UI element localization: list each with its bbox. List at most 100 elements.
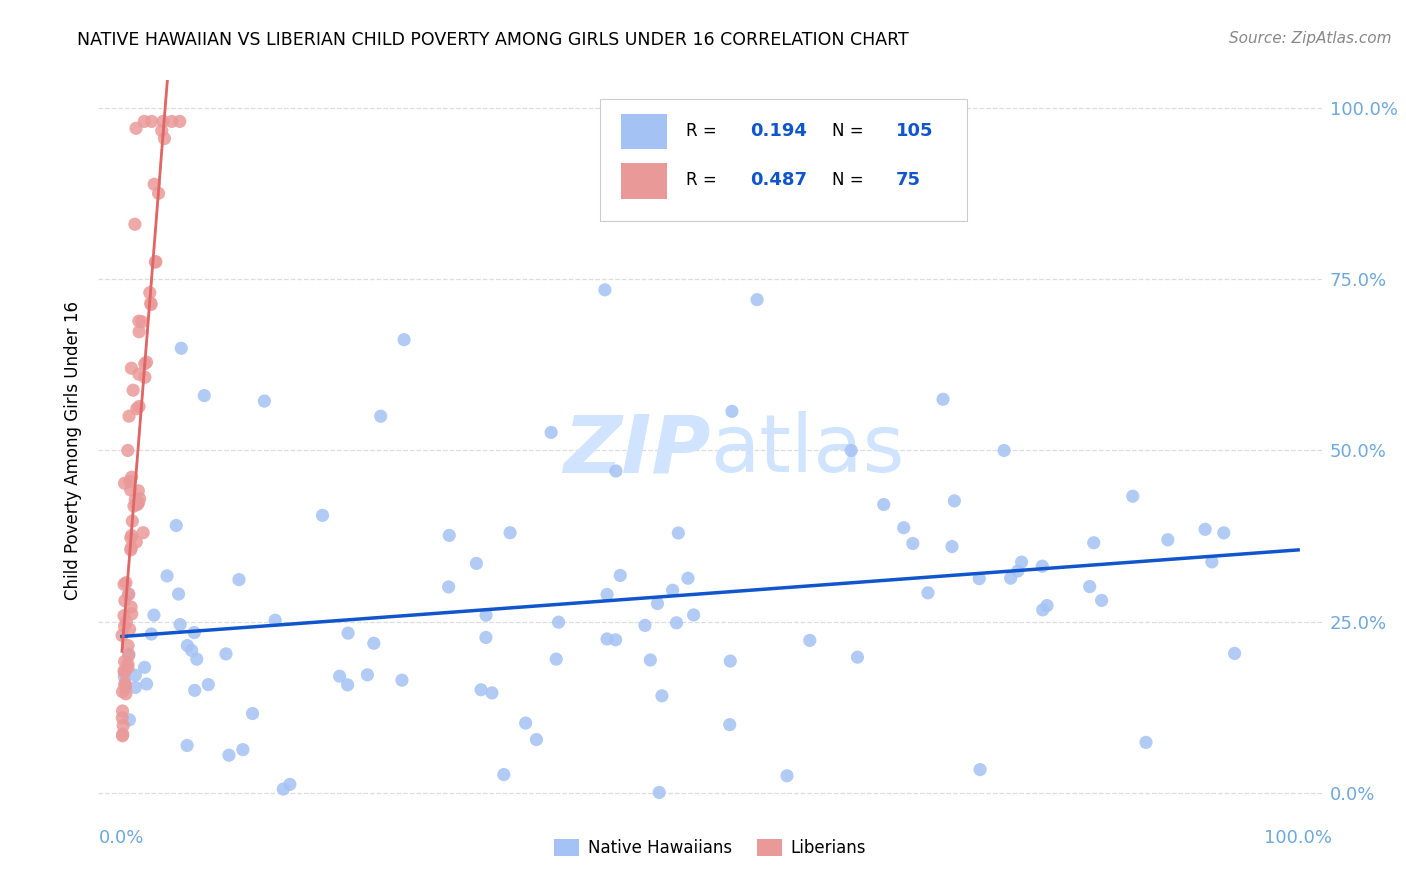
Point	[666, 526, 689, 541]
Legend: Native Hawaiians, Liberians: Native Hawaiians, Liberians	[548, 832, 872, 864]
Point	[128, 314, 150, 328]
Point	[1122, 489, 1144, 503]
Point	[634, 618, 657, 632]
Point	[139, 297, 162, 311]
Point	[676, 571, 699, 585]
Point	[114, 665, 136, 680]
Point	[118, 622, 141, 636]
Point	[515, 716, 537, 731]
Text: N =: N =	[832, 171, 869, 189]
Point	[718, 717, 741, 731]
Point	[311, 508, 333, 523]
Point	[111, 628, 134, 642]
Point	[165, 518, 187, 533]
Point	[846, 650, 869, 665]
Point	[124, 492, 146, 507]
Point	[143, 178, 166, 192]
Point	[128, 495, 150, 509]
Point	[1011, 555, 1033, 569]
Point	[170, 341, 193, 355]
Point	[117, 648, 139, 663]
Point	[176, 639, 198, 653]
Point	[392, 333, 415, 347]
Point	[169, 617, 191, 632]
Point	[228, 573, 250, 587]
Point	[336, 678, 359, 692]
Point	[132, 525, 155, 540]
Point	[197, 677, 219, 691]
Point	[1007, 564, 1029, 578]
Point	[124, 681, 146, 695]
Point	[873, 498, 896, 512]
Point	[118, 713, 141, 727]
Point	[901, 536, 924, 550]
Point	[125, 121, 148, 136]
Point	[111, 711, 134, 725]
Point	[122, 499, 145, 513]
Y-axis label: Child Poverty Among Girls Under 16: Child Poverty Among Girls Under 16	[65, 301, 83, 600]
Point	[215, 647, 238, 661]
Point	[651, 689, 673, 703]
Point	[120, 600, 142, 615]
Point	[470, 682, 492, 697]
Point	[242, 706, 264, 721]
Point	[114, 680, 136, 694]
Point	[1091, 593, 1114, 607]
Point	[127, 483, 149, 498]
Text: 75: 75	[896, 171, 921, 189]
Text: ZIP: ZIP	[562, 411, 710, 490]
Point	[1036, 599, 1059, 613]
Point	[127, 498, 149, 512]
Point	[111, 704, 134, 718]
Point	[640, 653, 662, 667]
Point	[1194, 522, 1216, 536]
Point	[605, 464, 627, 478]
Point	[232, 742, 254, 756]
Point	[148, 186, 170, 201]
Point	[264, 613, 287, 627]
Point	[160, 114, 183, 128]
Point	[370, 409, 392, 424]
Point	[114, 678, 136, 692]
Point	[526, 732, 548, 747]
Point	[253, 394, 276, 409]
Text: R =: R =	[686, 121, 721, 140]
Text: 0.194: 0.194	[751, 121, 807, 140]
Point	[609, 568, 631, 582]
Point	[169, 114, 191, 128]
Point	[993, 443, 1015, 458]
Point	[593, 283, 616, 297]
Point	[605, 632, 627, 647]
Point	[917, 586, 939, 600]
Point	[114, 676, 136, 690]
Point	[969, 763, 991, 777]
Point	[118, 475, 141, 489]
Point	[118, 409, 141, 424]
Point	[115, 575, 138, 590]
Point	[134, 370, 156, 384]
Point	[932, 392, 955, 407]
Point	[135, 677, 157, 691]
Point	[943, 494, 966, 508]
Point	[117, 639, 139, 653]
Text: R =: R =	[686, 171, 721, 189]
Text: N =: N =	[832, 121, 869, 140]
Point	[145, 254, 167, 268]
Point	[111, 727, 134, 741]
Bar	[620, 163, 668, 199]
Point	[540, 425, 562, 440]
Point	[596, 587, 619, 601]
Point	[499, 525, 522, 540]
Point	[143, 255, 166, 269]
Point	[134, 660, 156, 674]
Point	[180, 643, 202, 657]
Point	[167, 587, 190, 601]
Point	[112, 664, 135, 678]
Point	[112, 608, 135, 623]
Point	[112, 719, 135, 733]
Point	[125, 401, 148, 416]
Point	[329, 669, 352, 683]
Point	[176, 739, 198, 753]
Point	[547, 615, 569, 629]
Point	[139, 285, 162, 300]
